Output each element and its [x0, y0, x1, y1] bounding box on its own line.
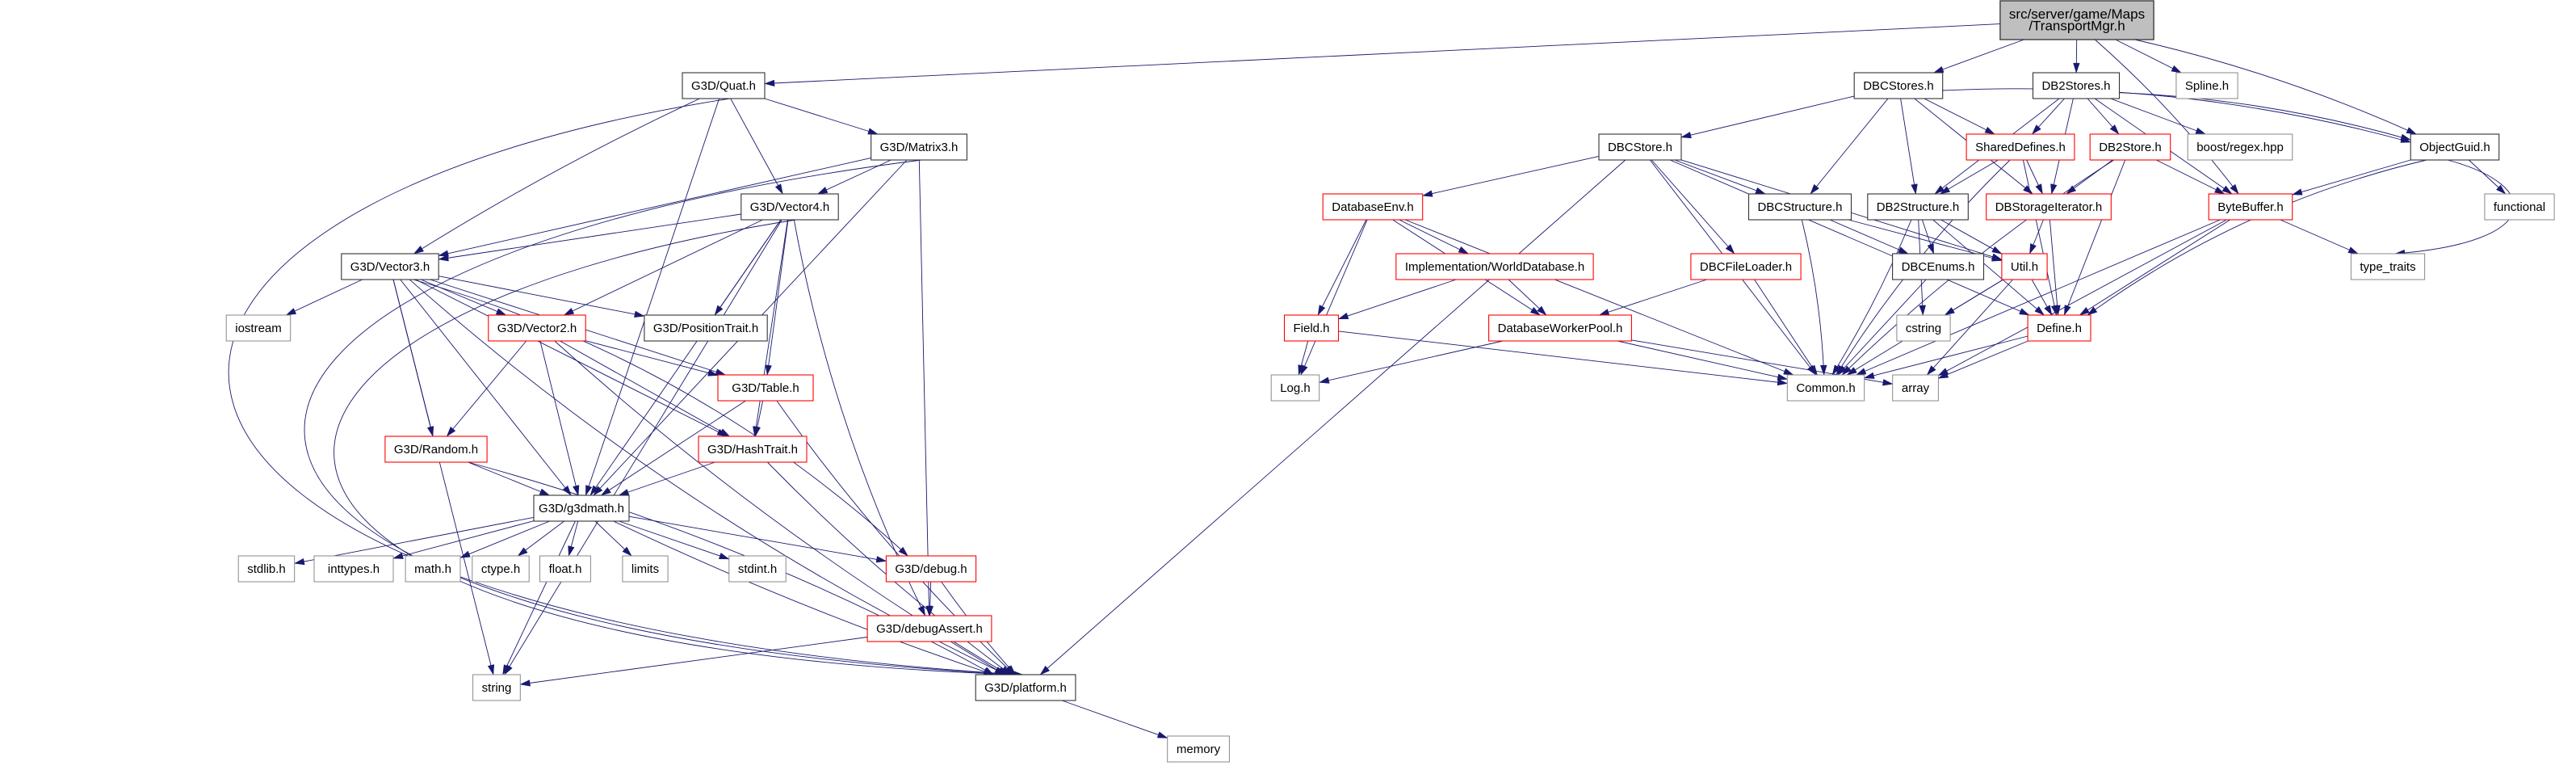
svg-text:DBCStore.h: DBCStore.h [1608, 141, 1672, 154]
svg-text:DB2Store.h: DB2Store.h [2099, 141, 2162, 154]
svg-text:G3D/Vector2.h: G3D/Vector2.h [497, 322, 577, 335]
svg-text:array: array [1902, 381, 1930, 395]
svg-text:inttypes.h: inttypes.h [328, 562, 380, 576]
svg-text:Util.h: Util.h [2011, 260, 2038, 274]
svg-text:G3D/Table.h: G3D/Table.h [732, 381, 799, 395]
svg-text:functional: functional [2494, 200, 2545, 214]
svg-text:Field.h: Field.h [1293, 322, 1329, 335]
svg-text:G3D/HashTrait.h: G3D/HashTrait.h [707, 443, 798, 457]
svg-text:float.h: float.h [549, 562, 582, 576]
svg-text:DatabaseWorkerPool.h: DatabaseWorkerPool.h [1498, 322, 1623, 335]
svg-text:DB2Structure.h: DB2Structure.h [1877, 200, 1960, 214]
svg-text:stdint.h: stdint.h [738, 562, 777, 576]
svg-text:ByteBuffer.h: ByteBuffer.h [2217, 200, 2283, 214]
svg-text:G3D/debugAssert.h: G3D/debugAssert.h [876, 622, 983, 636]
svg-text:ObjectGuid.h: ObjectGuid.h [2419, 141, 2490, 154]
svg-text:G3D/g3dmath.h: G3D/g3dmath.h [539, 502, 624, 515]
svg-text:type_traits: type_traits [2360, 260, 2415, 274]
svg-text:G3D/Vector3.h: G3D/Vector3.h [350, 260, 430, 274]
svg-text:string: string [482, 681, 512, 695]
svg-text:Common.h: Common.h [1796, 381, 1855, 395]
svg-text:DBCStructure.h: DBCStructure.h [1757, 200, 1842, 214]
svg-text:G3D/platform.h: G3D/platform.h [984, 681, 1067, 695]
svg-text:iostream: iostream [235, 322, 282, 335]
svg-text:DBCFileLoader.h: DBCFileLoader.h [1700, 260, 1792, 274]
svg-text:ctype.h: ctype.h [481, 562, 520, 576]
svg-text:DatabaseEnv.h: DatabaseEnv.h [1332, 200, 1413, 214]
svg-text:Log.h: Log.h [1280, 381, 1311, 395]
svg-text:Spline.h: Spline.h [2185, 79, 2229, 93]
svg-text:DBStorageIterator.h: DBStorageIterator.h [1995, 200, 2103, 214]
svg-text:G3D/PositionTrait.h: G3D/PositionTrait.h [653, 322, 758, 335]
svg-text:G3D/Matrix3.h: G3D/Matrix3.h [880, 141, 959, 154]
svg-text:/TransportMgr.h: /TransportMgr.h [2028, 19, 2125, 34]
svg-text:SharedDefines.h: SharedDefines.h [1975, 141, 2066, 154]
svg-text:math.h: math.h [414, 562, 451, 576]
svg-text:memory: memory [1177, 743, 1221, 756]
svg-text:DB2Stores.h: DB2Stores.h [2041, 79, 2110, 93]
svg-text:limits: limits [631, 562, 659, 576]
svg-text:boost/regex.hpp: boost/regex.hpp [2196, 141, 2284, 154]
svg-text:G3D/Random.h: G3D/Random.h [394, 443, 478, 457]
svg-text:G3D/Vector4.h: G3D/Vector4.h [750, 200, 829, 214]
svg-text:DBCEnums.h: DBCEnums.h [1902, 260, 1975, 274]
svg-text:G3D/Quat.h: G3D/Quat.h [691, 79, 756, 93]
svg-text:cstring: cstring [1906, 322, 1941, 335]
svg-text:Implementation/WorldDatabase.h: Implementation/WorldDatabase.h [1405, 260, 1584, 274]
svg-text:DBCStores.h: DBCStores.h [1863, 79, 1934, 93]
svg-text:Define.h: Define.h [2037, 322, 2082, 335]
svg-text:G3D/debug.h: G3D/debug.h [895, 562, 967, 576]
svg-text:stdlib.h: stdlib.h [247, 562, 286, 576]
